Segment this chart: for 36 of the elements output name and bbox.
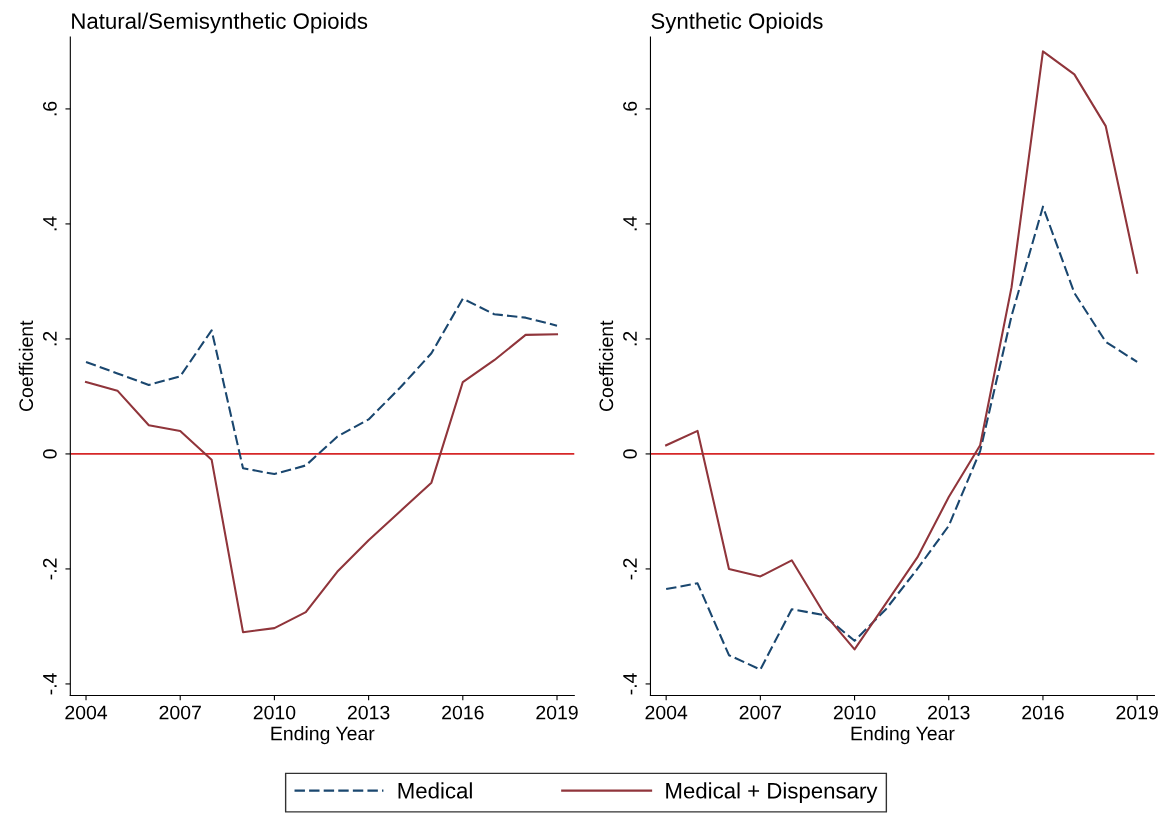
y-tick-label: -.2 bbox=[42, 558, 57, 580]
x-axis-title: Ending Year bbox=[851, 726, 955, 745]
x-axis-title: Ending Year bbox=[271, 726, 375, 745]
x-tick-label: 2016 bbox=[442, 705, 484, 720]
x-tick-label: 2010 bbox=[833, 705, 876, 720]
y-tick-label: .4 bbox=[43, 216, 57, 231]
y-axis-title: Coefficient bbox=[598, 320, 614, 412]
line-series bbox=[84, 333, 559, 634]
x-tick-label: 2019 bbox=[536, 705, 578, 720]
y-tick-label: -.2 bbox=[623, 558, 637, 580]
y-axis-title: Coefficient bbox=[18, 320, 34, 412]
x-tick-label: 2004 bbox=[65, 705, 108, 720]
y-tick-label: .4 bbox=[623, 216, 637, 231]
legend-label: Medical bbox=[398, 782, 472, 799]
chart-title: Synthetic Opioids bbox=[651, 12, 823, 34]
x-tick-label: 2013 bbox=[347, 705, 390, 720]
x-tick-label: 2007 bbox=[159, 705, 201, 720]
y-tick-label: -.4 bbox=[623, 673, 637, 695]
y-tick-label: 0 bbox=[42, 449, 57, 459]
y-tick-label: .6 bbox=[623, 101, 637, 116]
y-tick-label: .2 bbox=[623, 331, 637, 346]
y-tick-label: .6 bbox=[42, 101, 57, 116]
line-series bbox=[665, 205, 1139, 671]
x-tick-label: 2010 bbox=[253, 705, 296, 720]
chart-title: Natural/Semisynthetic Opioids bbox=[72, 12, 368, 34]
y-tick-label: -.4 bbox=[43, 673, 57, 695]
x-tick-label: 2004 bbox=[645, 705, 688, 720]
x-tick-label: 2016 bbox=[1022, 705, 1064, 720]
line-series bbox=[665, 50, 1139, 651]
y-tick-label: 0 bbox=[623, 449, 637, 459]
line-series bbox=[84, 297, 559, 476]
legend-label: Medical + Dispensary bbox=[666, 782, 878, 803]
x-tick-label: 2019 bbox=[1116, 705, 1158, 720]
x-tick-label: 2013 bbox=[928, 705, 970, 720]
x-tick-label: 2007 bbox=[739, 705, 782, 720]
y-tick-label: .2 bbox=[42, 331, 57, 346]
